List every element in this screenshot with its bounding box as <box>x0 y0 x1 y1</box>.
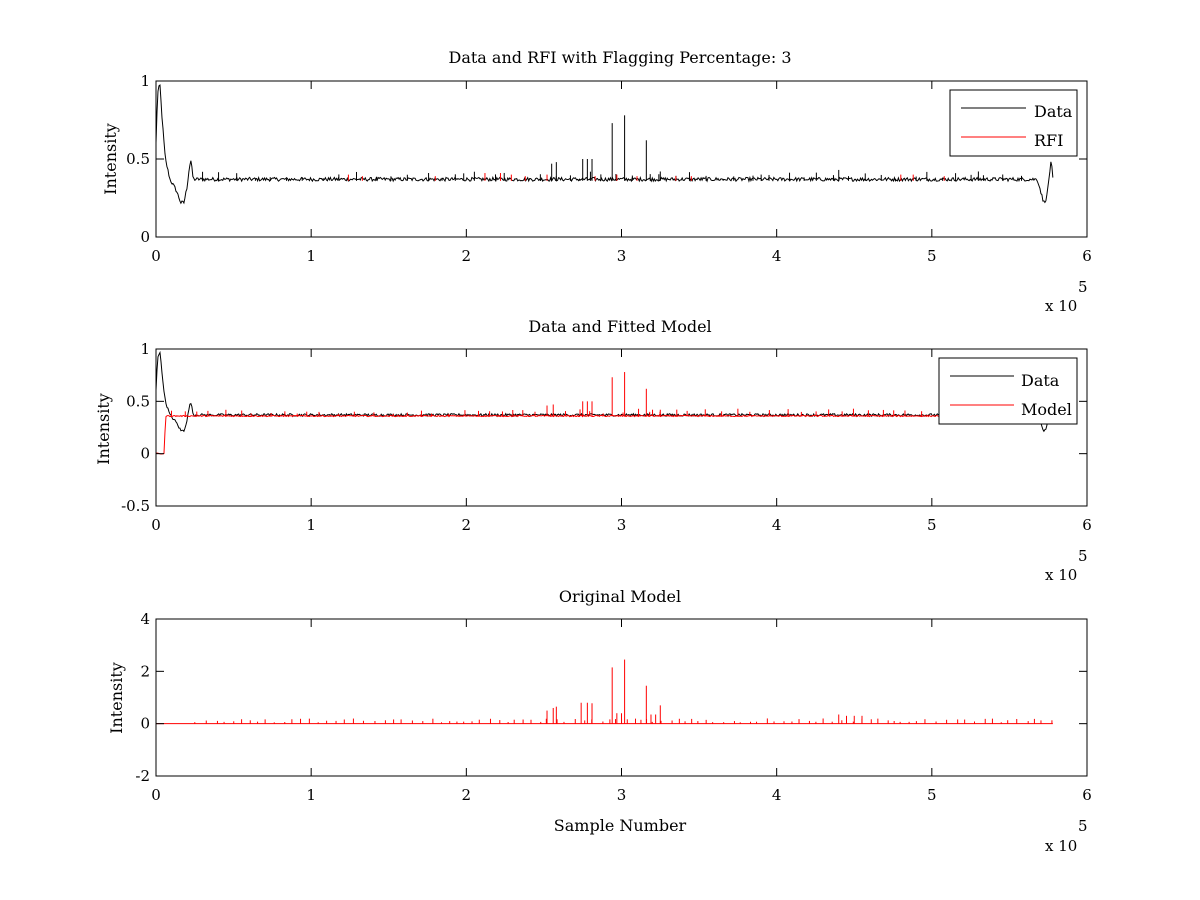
panel-3-xtick-label: 0 <box>151 786 161 804</box>
panel-3-ytick-label: 2 <box>140 662 150 680</box>
panel-3-xlabel: Sample Number <box>554 816 687 835</box>
panel-2-xtick-label: 1 <box>306 516 316 534</box>
panel-2-title: Data and Fitted Model <box>528 317 711 336</box>
panel-1-ytick-label: 0 <box>140 228 150 246</box>
panel-1-x-exponent: 5 <box>1078 278 1088 296</box>
panel-2: Data and Fitted Model Intensity 0 1 2 3 4 5 6 -… <box>94 317 1092 584</box>
panel-1-ytick-label: 0.5 <box>126 150 150 168</box>
panel-1-xtick-label: 6 <box>1082 247 1092 265</box>
panel-2-ytick-label: 0 <box>140 445 150 463</box>
panel-1-legend-box <box>949 89 1078 157</box>
panel-1-xtick-label: 2 <box>462 247 472 265</box>
panel-2-series-model-line <box>156 414 1053 455</box>
panel-3-plot <box>156 659 1053 725</box>
panel-2-ytick-label: -0.5 <box>121 497 150 515</box>
panel-2-plot <box>156 350 1054 455</box>
panel-1: Data and RFI with Flagging Percentage: 3… <box>101 48 1092 315</box>
panel-1-legend-rfi-label: RFI <box>1034 131 1063 150</box>
panel-3-xtick-label: 4 <box>772 786 782 804</box>
panel-1-series-data-line <box>156 84 1054 205</box>
panel-2-xtick-label: 2 <box>462 516 472 534</box>
panel-1-x-multiplier: x 10 <box>1045 297 1077 315</box>
panel-3-xtick-label: 1 <box>306 786 316 804</box>
panel-2-ytick-label: 1 <box>140 340 150 358</box>
panel-1-ytick-label: 1 <box>140 72 150 90</box>
panel-2-ytick-label: 0.5 <box>126 392 150 410</box>
panel-2-xtick-label: 5 <box>927 516 937 534</box>
panel-3-ylabel: Intensity <box>107 662 126 734</box>
panel-2-xtick-label: 0 <box>151 516 161 534</box>
panel-1-plot <box>156 84 1054 205</box>
panel-2-x-exponent: 5 <box>1078 547 1088 565</box>
panel-1-xtick-label: 5 <box>927 247 937 265</box>
panel-2-legend-model-label: Model <box>1021 400 1072 419</box>
panel-1-title: Data and RFI with Flagging Percentage: 3 <box>448 48 791 67</box>
panel-1-ylabel: Intensity <box>101 123 120 195</box>
panel-3-xtick-label: 2 <box>462 786 472 804</box>
panel-2-x-multiplier: x 10 <box>1045 566 1077 584</box>
panel-1-xtick-label: 0 <box>151 247 161 265</box>
panel-3-ytick-label: 0 <box>140 715 150 733</box>
panel-1-xtick-label: 4 <box>772 247 782 265</box>
panel-2-xtick-label: 4 <box>772 516 782 534</box>
panel-1-legend-data-label: Data <box>1034 102 1073 121</box>
panel-2-legend: Data Model <box>938 357 1078 425</box>
panel-2-series-data-line <box>156 350 1054 433</box>
panel-1-ticks: 0 1 2 3 4 5 6 0 0.5 1 <box>126 72 1092 265</box>
panel-2-ylabel: Intensity <box>94 393 113 465</box>
panel-3-ytick-label: 4 <box>140 610 150 628</box>
panel-3-title: Original Model <box>559 587 681 606</box>
panel-2-ticks: 0 1 2 3 4 5 6-0.500.51 <box>121 340 1092 534</box>
panel-3-ytick-label: -2 <box>135 767 150 785</box>
panel-3-xtick-label: 3 <box>617 786 627 804</box>
panel-2-legend-box <box>938 357 1078 425</box>
panel-3-xtick-label: 6 <box>1082 786 1092 804</box>
panel-3-x-multiplier: x 10 <box>1045 837 1077 855</box>
panel-1-xtick-label: 3 <box>617 247 627 265</box>
panel-2-legend-data-label: Data <box>1021 371 1060 390</box>
panel-2-xtick-label: 3 <box>617 516 627 534</box>
panel-3-x-exponent: 5 <box>1078 817 1088 835</box>
panel-3-xtick-label: 5 <box>927 786 937 804</box>
panel-1-xtick-label: 1 <box>306 247 316 265</box>
panel-1-legend: Data RFI <box>949 89 1078 157</box>
panel-2-xtick-label: 6 <box>1082 516 1092 534</box>
